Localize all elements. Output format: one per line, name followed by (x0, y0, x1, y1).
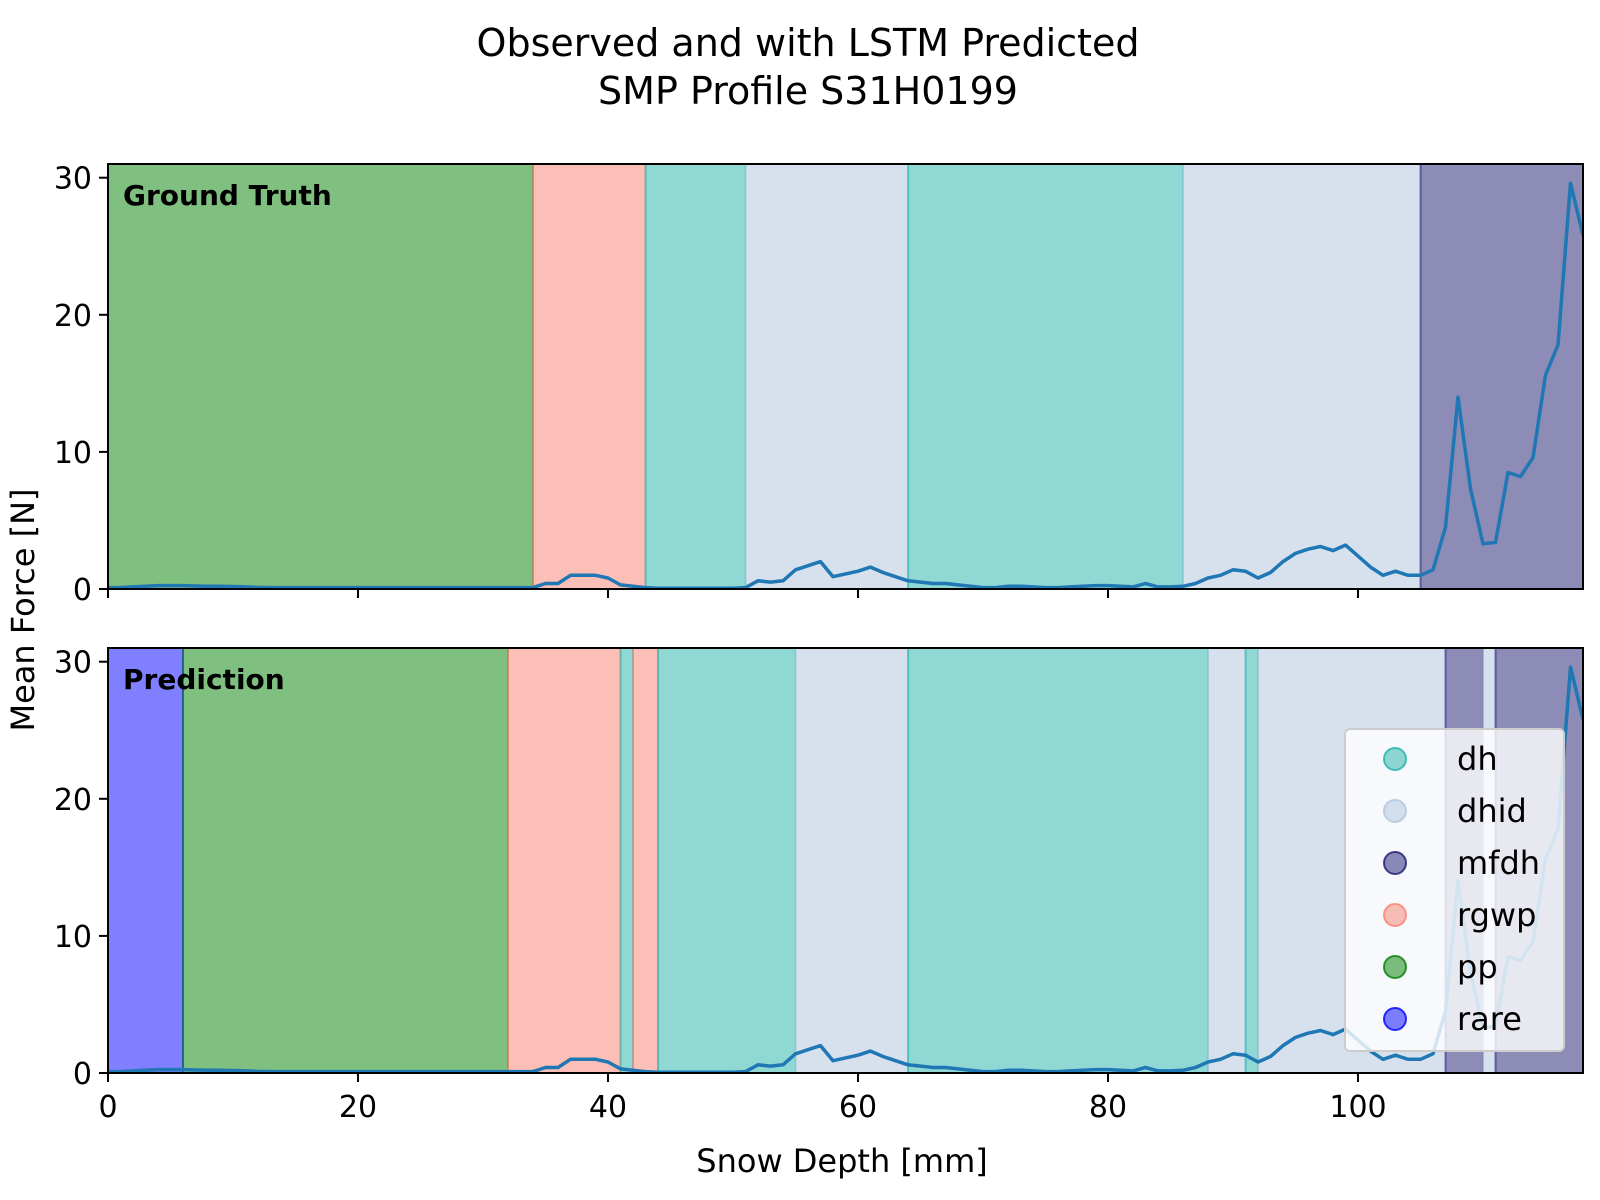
segment-rgwp (507, 647, 622, 1074)
legend-marker-pp (1383, 955, 1407, 979)
y-tick-label: 30 (54, 646, 92, 681)
legend-label-rare: rare (1457, 1000, 1522, 1038)
axes-frame (107, 163, 1584, 590)
legend-label-dhid: dhid (1457, 792, 1527, 830)
segment-dhid (1207, 647, 1247, 1074)
legend-marker-dhid (1383, 799, 1407, 823)
legend-marker-mfdh (1383, 851, 1407, 875)
y-tick-label: 20 (54, 783, 92, 818)
segment-dh (907, 647, 1209, 1074)
force-line (108, 181, 1583, 589)
y-tick-label: 30 (54, 162, 92, 197)
segment-dh (619, 647, 634, 1074)
x-tick-label: 100 (1329, 1090, 1386, 1125)
panel-label: Ground Truth (123, 179, 332, 212)
legend-marker-rare (1383, 1007, 1407, 1031)
segment-rgwp (532, 163, 647, 590)
legend-label-dh: dh (1457, 740, 1498, 778)
segment-dh (907, 163, 1184, 590)
segment-rgwp (632, 647, 659, 1074)
x-tick-label: 40 (589, 1090, 627, 1125)
x-axis-label: Snow Depth [mm] (696, 1142, 987, 1180)
y-tick-label: 10 (54, 920, 92, 955)
legend-marker-dh (1383, 747, 1407, 771)
y-tick-label: 0 (73, 573, 92, 608)
legend-label-mfdh: mfdh (1457, 844, 1540, 882)
segment-dhid (1182, 163, 1422, 590)
segment-dhid (744, 163, 909, 590)
x-tick-label: 20 (339, 1090, 377, 1125)
segment-pp (107, 163, 534, 590)
segment-rare (107, 647, 184, 1074)
segment-dh (644, 163, 747, 590)
y-tick-label: 20 (54, 299, 92, 334)
force-line (108, 665, 1583, 1073)
panel-label: Prediction (123, 663, 285, 696)
chart-title-line-1: Observed and with LSTM Predicted (477, 21, 1140, 65)
legend-marker-rgwp (1383, 903, 1407, 927)
segment-dh (1244, 647, 1259, 1074)
chart-title-line-2: SMP Profile S31H0199 (598, 69, 1018, 113)
x-tick-label: 60 (839, 1090, 877, 1125)
x-tick-label: 0 (98, 1090, 117, 1125)
legend-label-rgwp: rgwp (1457, 896, 1536, 934)
y-axis-label: Mean Force [N] (4, 488, 42, 731)
segment-dh (657, 647, 797, 1074)
legend-label-pp: pp (1457, 948, 1498, 986)
legend: dh dhid mfdh rgwp pp rare (1344, 728, 1565, 1052)
x-tick-label: 80 (1089, 1090, 1127, 1125)
panel-ground-truth: 0 10 20 30 Ground Truth (54, 162, 1584, 608)
y-tick-label: 0 (73, 1057, 92, 1092)
segment-dhid (794, 647, 909, 1074)
legend-box (1344, 728, 1565, 1052)
segment-pp (182, 647, 509, 1074)
axes-frame (107, 647, 1584, 1074)
y-tick-label: 10 (54, 436, 92, 471)
